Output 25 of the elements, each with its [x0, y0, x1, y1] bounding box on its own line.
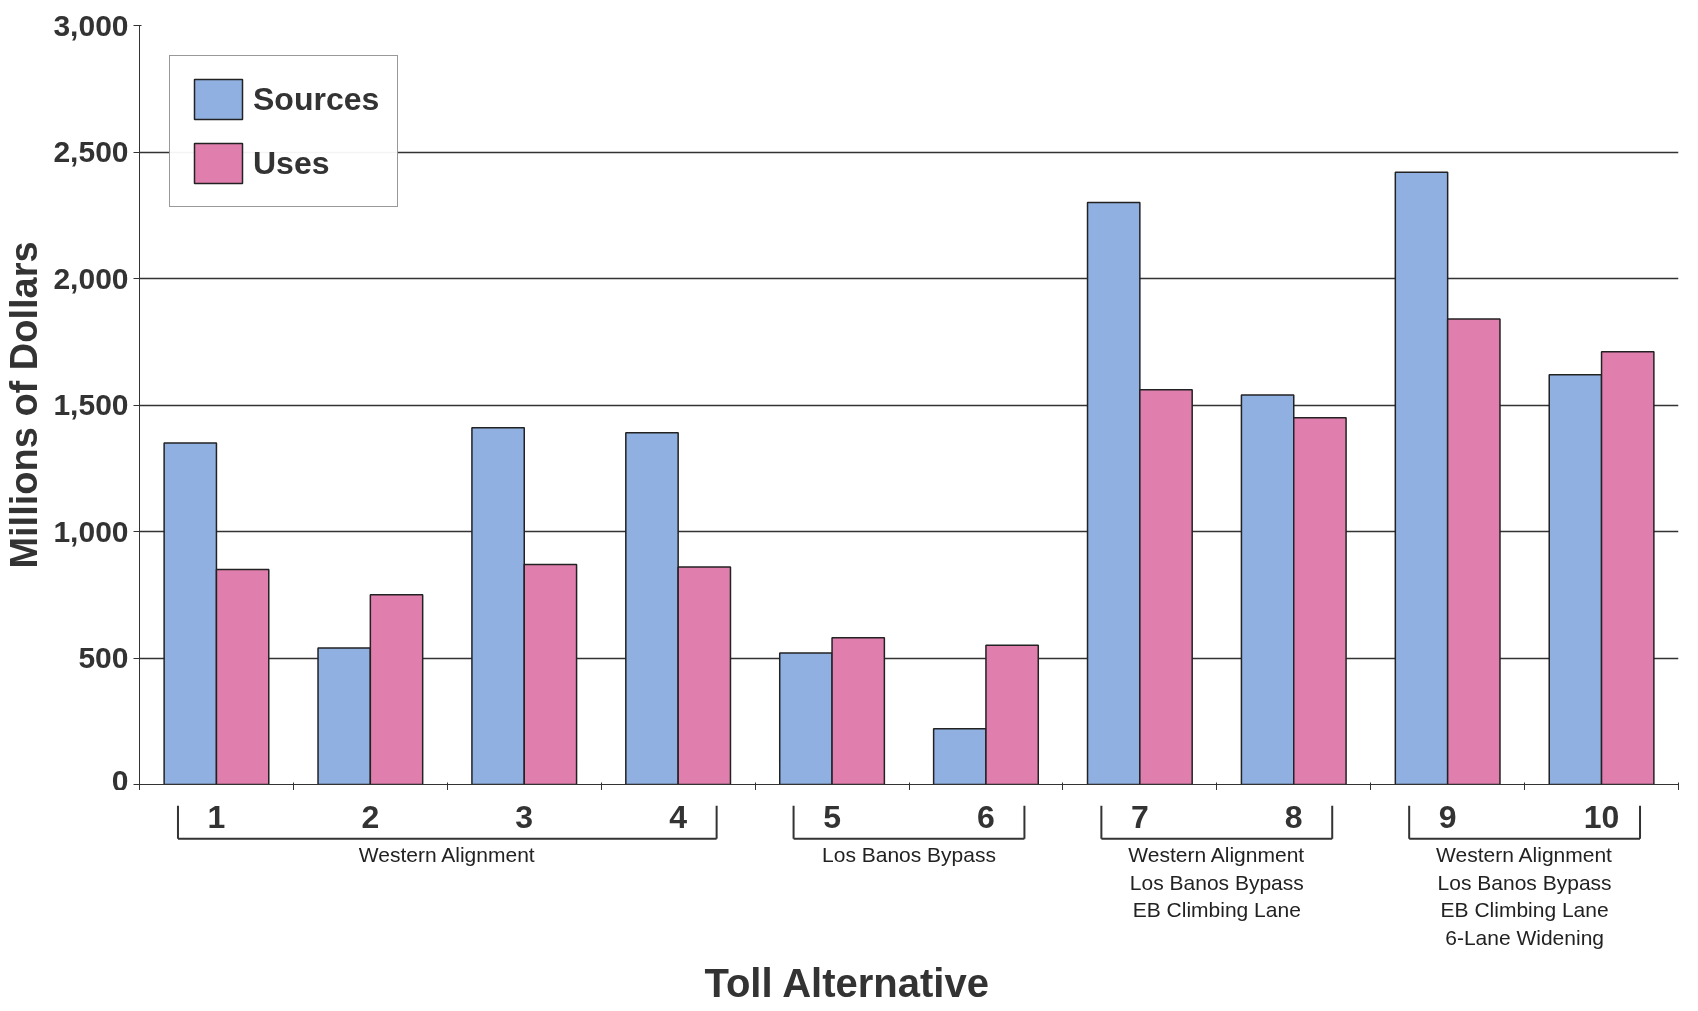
text: Los Banos Bypass — [822, 843, 996, 867]
x-tick-label: 7 — [1130, 798, 1149, 835]
y-tick-label: 0 — [111, 763, 129, 797]
y-tick-label: 1,500 — [53, 388, 129, 421]
x-tick-label: 8 — [1284, 798, 1303, 835]
x-tick-label: 5 — [823, 798, 841, 835]
y-axis-title: Millions of Dollars — [3, 241, 46, 569]
y-tick-label: 2,000 — [53, 261, 129, 295]
legend-label: Uses — [253, 144, 330, 182]
y-tick-label: 3,000 — [53, 8, 129, 42]
y-tick-label: 1,000 — [53, 514, 129, 548]
x-tick-label: 6 — [977, 798, 995, 835]
x-tick-label: 10 — [1583, 798, 1620, 835]
text: Western Alignment Los Banos Bypass EB Climbing Lane 6-Lane Widening — [1436, 843, 1613, 949]
x-tick-label: 2 — [361, 798, 380, 835]
legend-label: Sources — [253, 80, 380, 118]
x-tick-label: 1 — [207, 798, 226, 835]
text: Western Alignment Los Banos Bypass EB Climbing Lane — [1128, 843, 1305, 922]
x-tick-label: 9 — [1438, 798, 1457, 835]
x-axis-title: Toll Alternative — [704, 961, 989, 1006]
y-tick-label: 2,500 — [53, 135, 129, 168]
text: Western Alignment — [358, 843, 535, 867]
y-tick-label: 500 — [78, 641, 129, 674]
x-tick-label: 3 — [515, 798, 534, 835]
x-tick-label: 4 — [669, 798, 688, 835]
